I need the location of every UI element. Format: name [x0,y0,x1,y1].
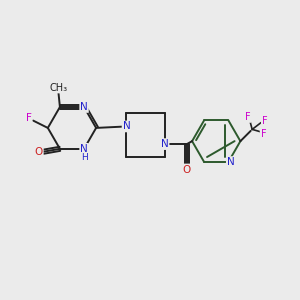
Text: O: O [34,147,43,157]
Text: O: O [183,165,191,175]
Text: CH₃: CH₃ [50,83,68,93]
Text: H: H [81,153,88,162]
Text: F: F [260,129,266,139]
Text: F: F [245,112,250,122]
Text: F: F [262,116,267,126]
Text: N: N [161,139,169,149]
Text: N: N [80,102,88,112]
Text: N: N [80,144,88,154]
Text: N: N [123,122,130,131]
Text: F: F [26,112,32,123]
Text: N: N [227,157,235,167]
